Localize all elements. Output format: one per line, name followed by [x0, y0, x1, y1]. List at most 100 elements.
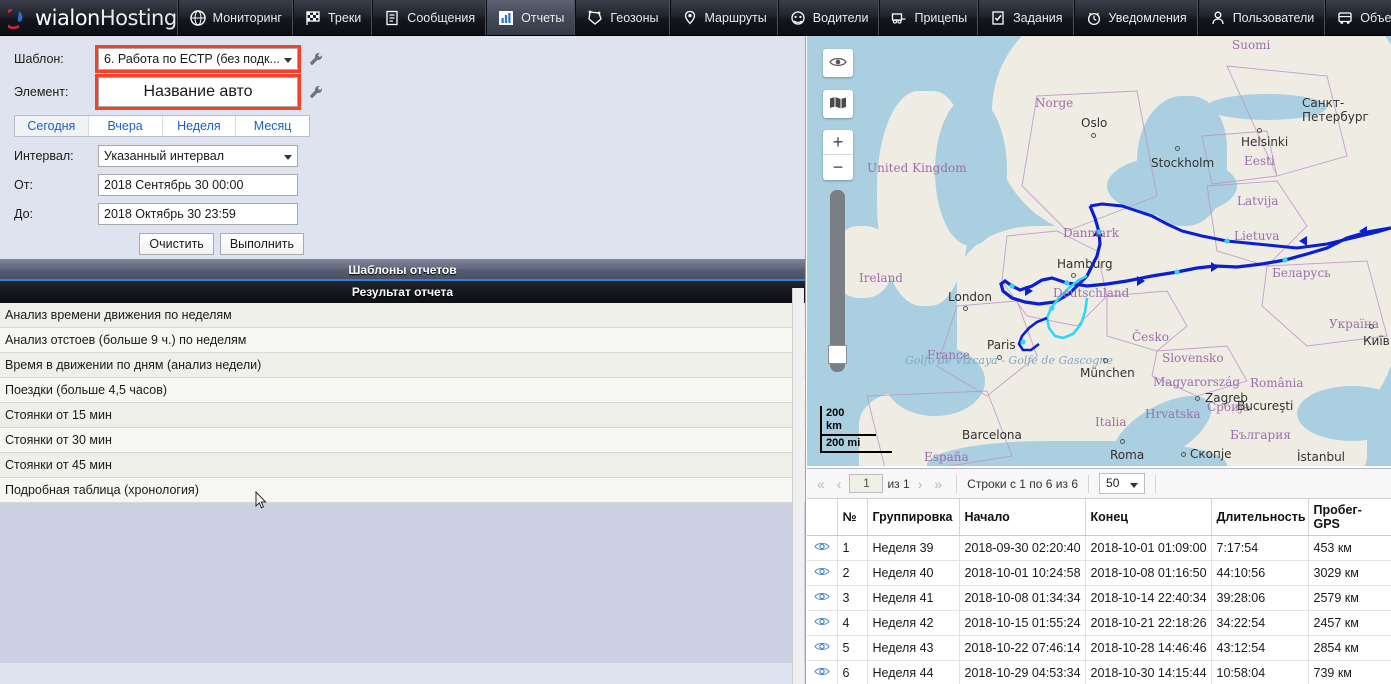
template-settings-wrench-icon[interactable]: [308, 51, 324, 67]
list-empty-area: [0, 503, 805, 663]
table-row[interactable]: 3 Неделя 41 2018-10-08 01:34:34 2018-10-…: [807, 585, 1391, 611]
list-item[interactable]: Анализ отстоев (больше 9 ч.) по неделям: [0, 328, 805, 353]
list-item[interactable]: Время в движении по дням (анализ недели): [0, 353, 805, 378]
element-row: Элемент: Название авто: [6, 74, 799, 110]
map-label-hrvatska: Hrvatska: [1145, 407, 1201, 421]
interval-select-wrapper[interactable]: Указанный интервал: [98, 145, 298, 167]
list-item[interactable]: Подробная таблица (хронология): [0, 478, 805, 503]
map-zoom-in-button[interactable]: +: [823, 130, 853, 155]
map-label-suomi: Suomi: [1232, 38, 1271, 52]
map-label-ukraine: Україна: [1329, 317, 1379, 331]
map-zoom-slider-thumb[interactable]: [828, 345, 847, 364]
clear-button[interactable]: Очистить: [139, 233, 214, 255]
nav-item-drivers[interactable]: Водители: [777, 0, 880, 35]
col-header-grouping[interactable]: Группировка: [867, 499, 960, 536]
table-row[interactable]: 1 Неделя 39 2018-09-30 02:20:40 2018-10-…: [807, 535, 1391, 561]
nav-item-monitoring[interactable]: Мониторинг: [177, 0, 293, 35]
col-header-number[interactable]: №: [837, 499, 868, 536]
cell-start: 2018-10-22 07:46:14: [959, 635, 1086, 661]
col-header-mileage[interactable]: Пробег-GPS: [1308, 499, 1391, 536]
nav-item-geofences[interactable]: Геозоны: [575, 0, 670, 35]
pager-divider-1: [956, 474, 958, 493]
nav-item-messages[interactable]: Сообщения: [372, 0, 487, 35]
col-header-end[interactable]: Конец: [1085, 499, 1212, 536]
map-city-saint-petersburg: Санкт-Петербург: [1302, 96, 1369, 124]
map-label-latvija: Latvija: [1237, 194, 1279, 208]
map-layers-button[interactable]: [823, 90, 853, 118]
interval-label: Интервал:: [14, 149, 74, 163]
map-visibility-toggle[interactable]: [823, 49, 853, 77]
row-eye-button[interactable]: [807, 660, 838, 684]
row-eye-button[interactable]: [807, 585, 838, 611]
nav-item-users[interactable]: Пользователи: [1197, 0, 1326, 35]
row-eye-button[interactable]: [807, 635, 838, 661]
map-label-slovensko: Slovensko: [1162, 351, 1224, 365]
col-header-duration[interactable]: Длительность: [1211, 499, 1309, 536]
city-dot-london: [963, 306, 968, 311]
pager-first-button[interactable]: «: [817, 475, 825, 492]
cell-mileage: 3029 км: [1308, 560, 1391, 586]
pager-last-button[interactable]: »: [934, 475, 943, 492]
row-eye-button[interactable]: [807, 560, 838, 586]
table-row[interactable]: 2 Неделя 40 2018-10-01 10:24:58 2018-10-…: [807, 560, 1391, 586]
to-input-wrapper[interactable]: 2018 Октябрь 30 23:59: [98, 203, 298, 225]
nav-label: Объекты: [1360, 10, 1391, 25]
list-item[interactable]: Стоянки от 15 мин: [0, 403, 805, 428]
pager-next-button[interactable]: ›: [917, 475, 923, 492]
quick-tab-today[interactable]: Сегодня: [15, 116, 89, 136]
result-section-header[interactable]: Результат отчета: [0, 281, 805, 303]
report-form: Шаблон: 6. Работа по ЕСТР (без подк... Э…: [0, 36, 805, 259]
element-select-wrapper[interactable]: Название авто: [95, 74, 301, 110]
track-line-loop: [1045, 274, 1089, 340]
col-header-eye[interactable]: [807, 499, 838, 536]
map-label-text: Golfo de Vizcaya - Golfe de Gascogne: [905, 354, 1113, 367]
nav-item-objects[interactable]: Объекты: [1325, 0, 1391, 35]
list-item[interactable]: Стоянки от 45 мин: [0, 453, 805, 478]
list-item[interactable]: Анализ времени движения по неделям: [0, 303, 805, 328]
list-item[interactable]: Поездки (больше 4,5 часов): [0, 378, 805, 403]
nav-item-tasks[interactable]: Задания: [978, 0, 1074, 35]
templates-section-header[interactable]: Шаблоны отчетов: [0, 259, 805, 281]
cell-end: 2018-10-21 22:18:26: [1085, 610, 1212, 636]
map-zoom-out-button[interactable]: −: [823, 155, 853, 180]
pager-page-input[interactable]: 1: [849, 474, 884, 493]
template-select[interactable]: 6. Работа по ЕСТР (без подк...: [98, 48, 298, 70]
eye-icon: [829, 56, 847, 71]
row-eye-button[interactable]: [807, 535, 838, 561]
pager-prev-button[interactable]: ‹: [836, 475, 842, 492]
nav-item-tracks[interactable]: Треки: [293, 0, 373, 35]
user-icon: [1209, 9, 1227, 27]
execute-button[interactable]: Выполнить: [219, 233, 304, 255]
nav-item-trailers[interactable]: Прицепы: [879, 0, 979, 35]
wialon-logo[interactable]: wialonHosting: [0, 0, 178, 35]
quick-tab-month[interactable]: Месяц: [236, 116, 309, 136]
table-row[interactable]: 6 Неделя 44 2018-10-29 04:53:34 2018-10-…: [807, 660, 1391, 684]
pager-divider-2: [1088, 474, 1090, 493]
to-input[interactable]: 2018 Октябрь 30 23:59: [98, 203, 298, 225]
quick-tab-week[interactable]: Неделя: [162, 116, 237, 136]
logo-text: wialonHosting: [35, 6, 177, 30]
map-viewport[interactable]: Norge Danmark United Kingdom Ireland Ees…: [807, 36, 1391, 466]
map-city-bucuresti: Bucureşti: [1237, 399, 1294, 413]
from-input-wrapper[interactable]: 2018 Сентябрь 30 00:00: [98, 174, 298, 196]
template-select-wrapper[interactable]: 6. Работа по ЕСТР (без подк...: [95, 45, 301, 73]
element-select[interactable]: Название авто: [98, 77, 298, 107]
table-row[interactable]: 4 Неделя 42 2018-10-15 01:55:24 2018-10-…: [807, 610, 1391, 636]
element-settings-wrench-icon[interactable]: [308, 84, 324, 100]
list-item[interactable]: Стоянки от 30 мин: [0, 428, 805, 453]
nav-item-routes[interactable]: Маршруты: [669, 0, 778, 35]
interval-select[interactable]: Указанный интервал: [98, 145, 298, 167]
pager-page-size-select[interactable]: 50: [1099, 473, 1146, 494]
nav-item-reports[interactable]: Отчеты: [486, 0, 576, 35]
zoom-out-icon: −: [832, 157, 844, 177]
row-eye-button[interactable]: [807, 610, 838, 636]
map-zoom-slider[interactable]: [828, 190, 847, 372]
left-panel-scrollbar[interactable]: [792, 288, 804, 684]
table-row[interactable]: 5 Неделя 43 2018-10-22 07:46:14 2018-10-…: [807, 635, 1391, 661]
from-input[interactable]: 2018 Сентябрь 30 00:00: [98, 174, 298, 196]
col-header-start[interactable]: Начало: [959, 499, 1086, 536]
nav-item-notifications[interactable]: Уведомления: [1073, 0, 1198, 35]
quick-tab-yesterday[interactable]: Вчера: [88, 116, 163, 136]
template-row: Шаблон: 6. Работа по ЕСТР (без подк...: [6, 45, 799, 73]
track-line-south: [1017, 316, 1048, 352]
